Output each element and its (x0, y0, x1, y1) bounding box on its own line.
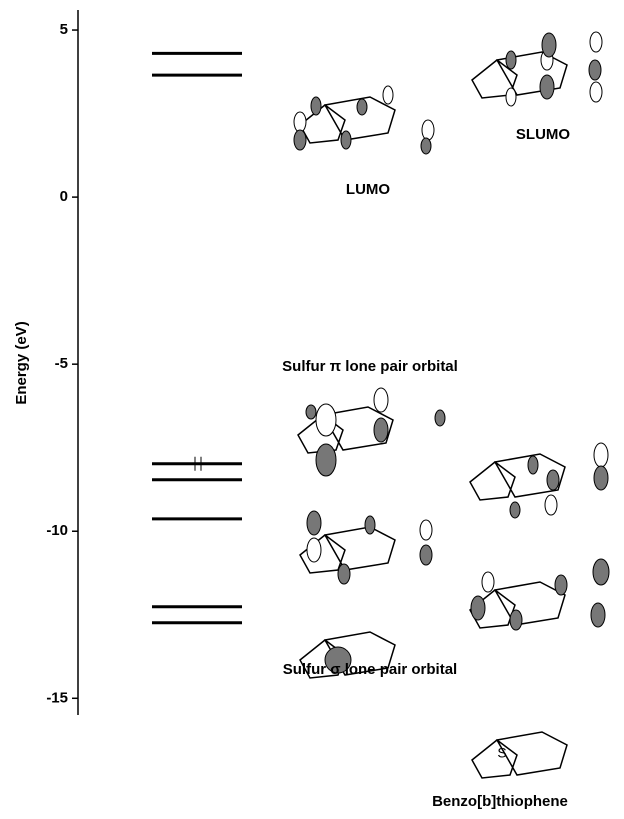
slumo-label: SLUMO (516, 126, 570, 143)
pi-label: Sulfur π lone pair orbital (282, 358, 458, 375)
y-tick-label: -10 (46, 522, 68, 539)
y-tick-label: 5 (60, 21, 68, 38)
y-axis-title: Energy (eV) (13, 321, 30, 404)
orbital-slumo (471, 31, 603, 107)
y-tick-label: 0 (60, 188, 68, 205)
y-tick-label: -15 (46, 689, 68, 706)
sulfur-atom-label: S (497, 745, 506, 761)
lumo-label: LUMO (346, 181, 390, 198)
orbital-lumo (293, 85, 435, 155)
orbital-homo-3 (469, 558, 610, 631)
y-tick-label: -5 (55, 355, 68, 372)
orbital-homo-1 (469, 442, 609, 519)
orbital-homo (297, 387, 446, 477)
molecule-structure (471, 731, 568, 779)
molecule-label: Benzo[b]thiophene (432, 793, 568, 810)
orbital-sigma (299, 631, 396, 679)
sigma-label: Sulfur σ lone pair orbital (283, 661, 457, 678)
orbital-homo-2 (299, 510, 433, 585)
